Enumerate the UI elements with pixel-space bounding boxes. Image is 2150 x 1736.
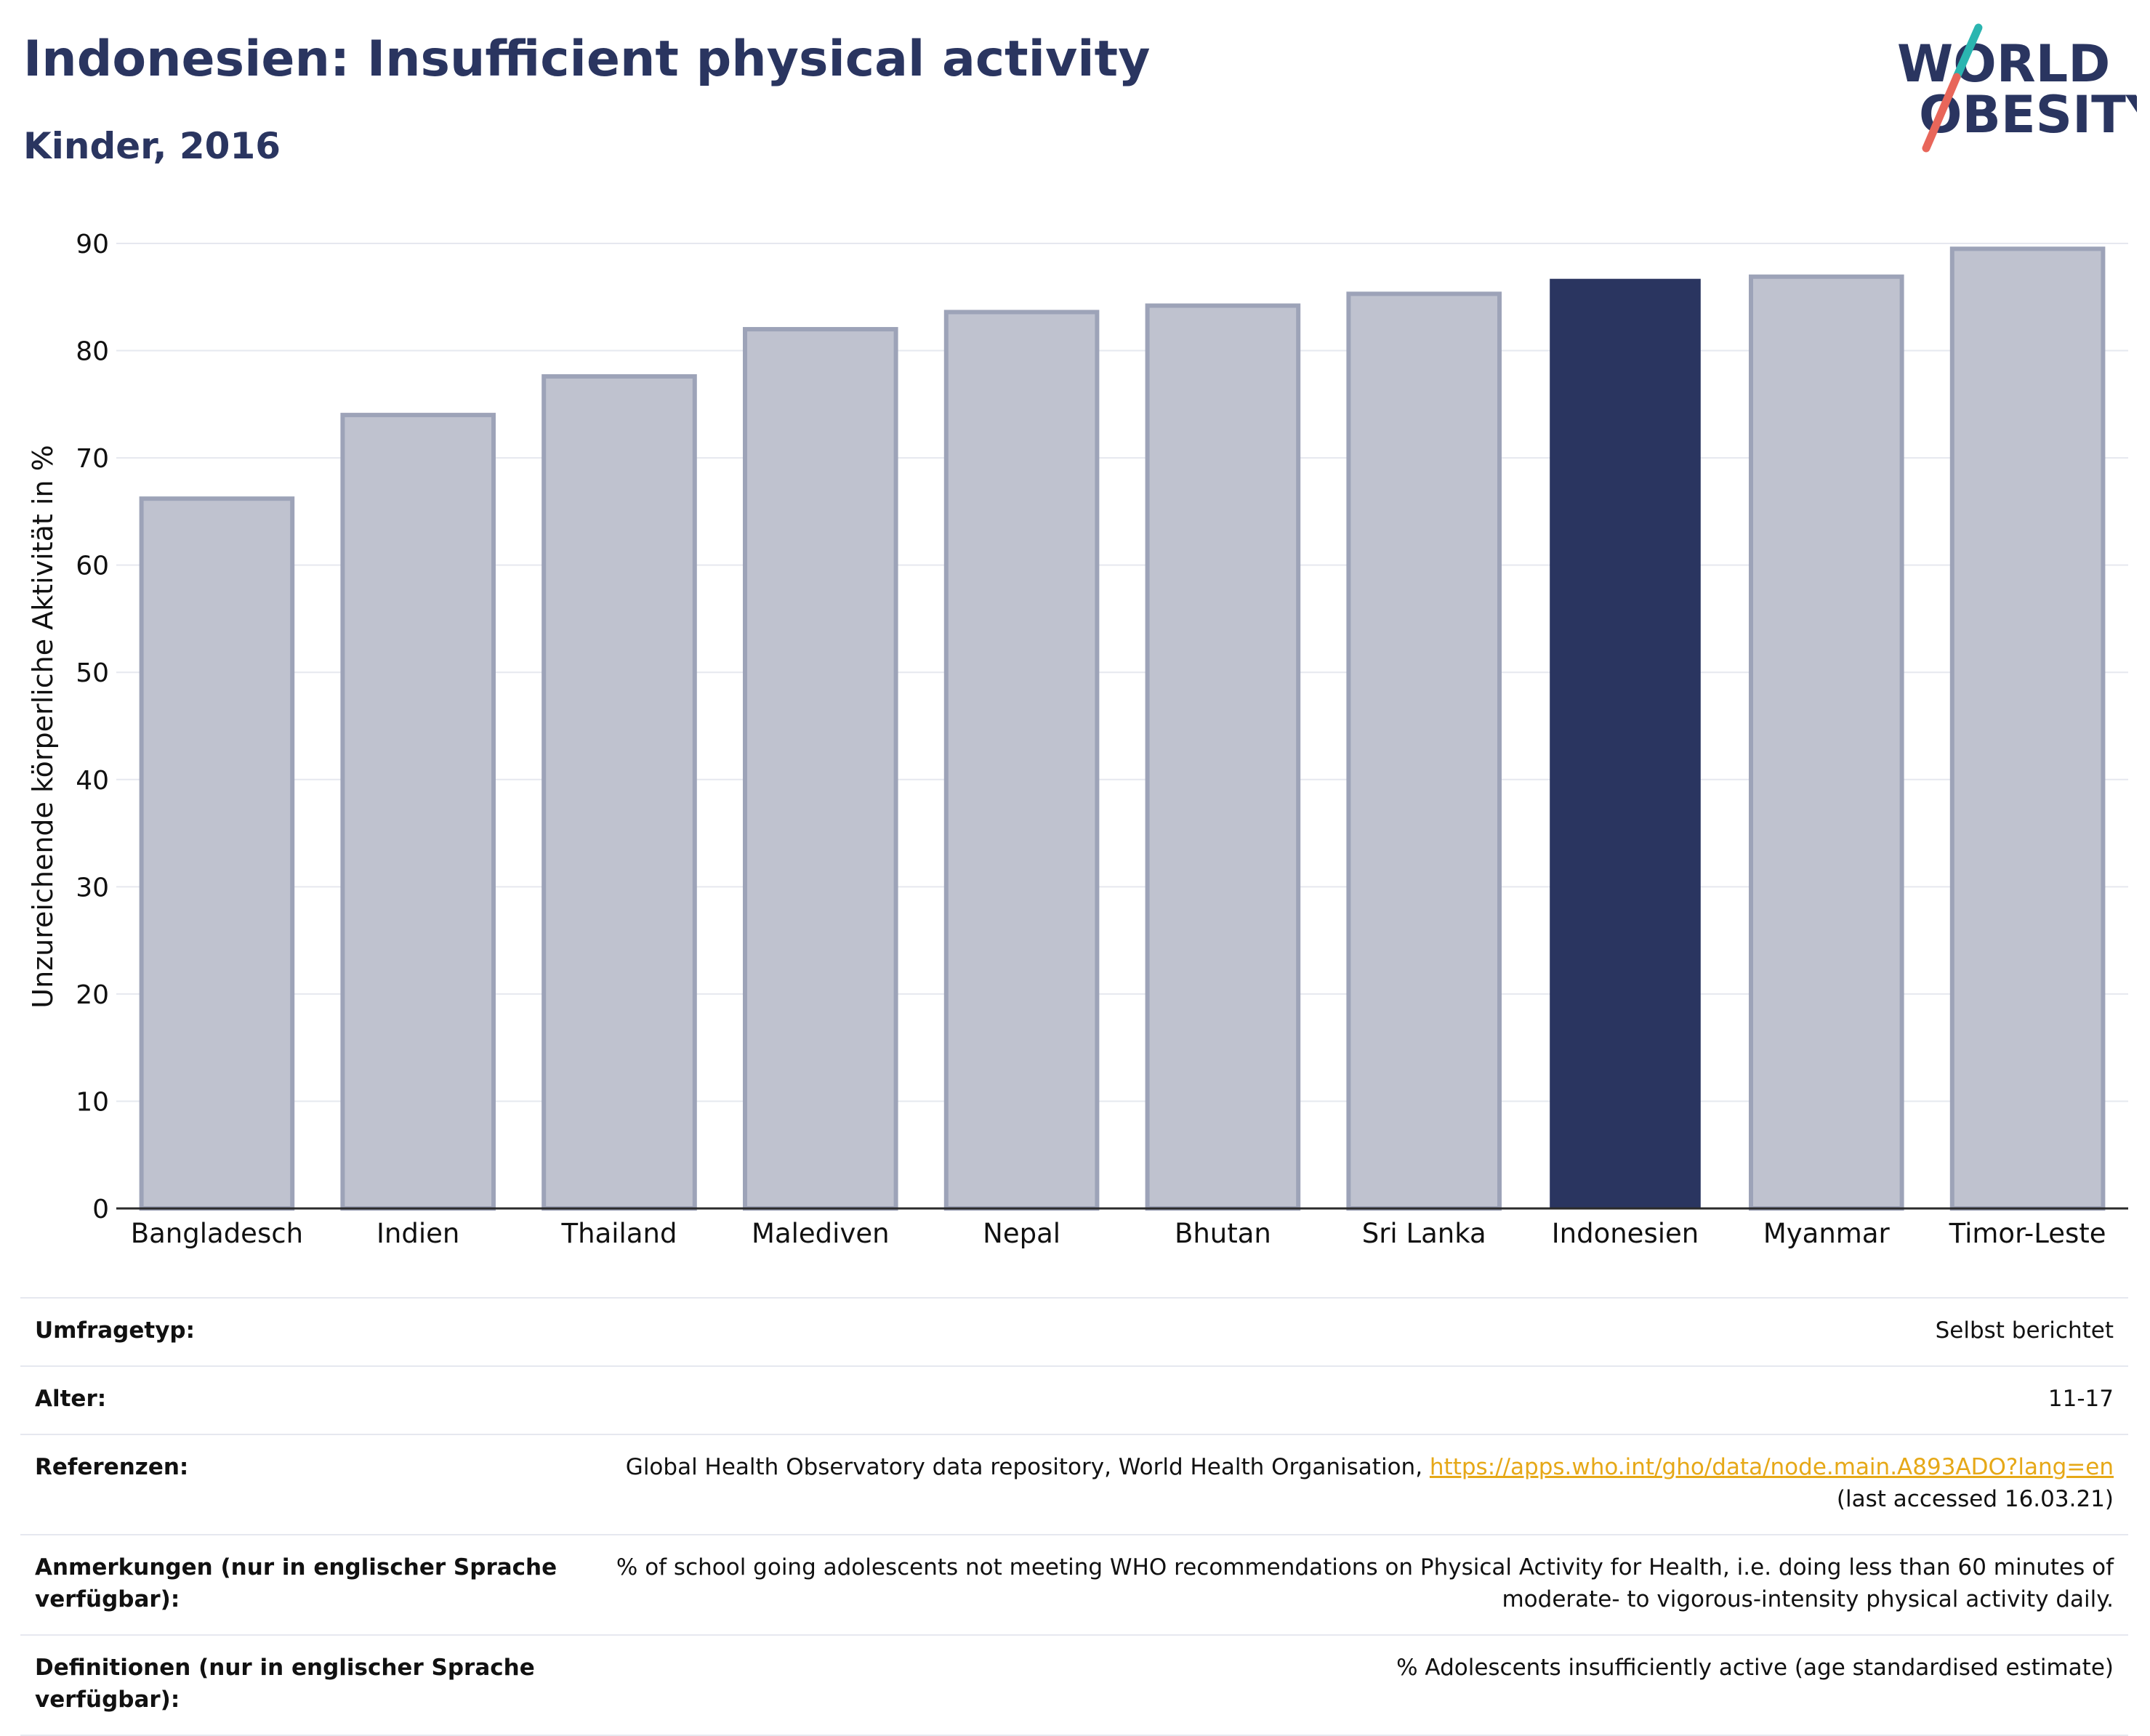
y-tick-label: 60 — [76, 552, 109, 581]
x-tick-label: Timor-Leste — [1949, 1218, 2106, 1249]
logo-line2: OBESITY — [1919, 85, 2137, 145]
x-tick-label: Bangladesch — [131, 1218, 303, 1249]
x-tick-label: Nepal — [983, 1218, 1060, 1249]
info-table: Umfragetyp: Selbst berichtet Alter: 11-1… — [20, 1297, 2128, 1736]
y-axis-label: Unzureichende körperliche Aktivität in % — [27, 445, 59, 1008]
y-tick-label: 70 — [76, 444, 109, 474]
info-value: % of school going adolescents not meetin… — [587, 1551, 2114, 1615]
y-tick-label: 90 — [76, 230, 109, 259]
reference-accessed: (last accessed 16.03.21) — [1836, 1486, 2114, 1512]
logo-slash-red — [1922, 73, 1961, 153]
bar-bangladesch — [139, 496, 295, 1211]
world-obesity-logo: WORLD OBESITY — [1897, 23, 2137, 153]
x-tick-label: Bhutan — [1175, 1218, 1271, 1249]
bar-myanmar — [1749, 274, 1904, 1211]
notes-line1: % of school going adolescents not meetin… — [616, 1554, 2114, 1580]
reference-link[interactable]: https://apps.who.int/gho/data/node.main.… — [1429, 1454, 2114, 1480]
chart-title: Indonesien: Insufficient physical activi… — [23, 31, 1151, 88]
bar-indien — [340, 413, 496, 1211]
info-label: Anmerkungen (nur in englischer Sprache v… — [35, 1554, 557, 1612]
logo-slash-teal — [1952, 23, 1983, 81]
info-label: Referenzen: — [35, 1454, 189, 1480]
info-value: % Adolescents insufficiently active (age… — [1396, 1655, 2114, 1681]
info-label: Definitionen (nur in englischer Sprache … — [35, 1655, 535, 1713]
chart-subtitle: Kinder, 2016 — [23, 125, 281, 167]
info-value: 11-17 — [2048, 1386, 2114, 1412]
logo-line1: WORLD — [1897, 34, 2110, 94]
info-row-definitions: Definitionen (nur in englischer Sprache … — [20, 1634, 2128, 1736]
info-row-references: Referenzen: Global Health Observatory da… — [20, 1434, 2128, 1534]
x-tick-label: Indonesien — [1552, 1218, 1699, 1249]
y-tick-label: 80 — [76, 337, 109, 367]
bars — [139, 246, 2106, 1211]
bar-timor-leste — [1949, 246, 2106, 1211]
x-tick-labels: Bangladesch Indien Thailand Malediven Nepal B… — [131, 1218, 2106, 1249]
bar-thailand — [541, 374, 697, 1211]
y-tick-label: 40 — [76, 766, 109, 796]
bar-chart: 0 10 20 30 40 50 60 70 80 90 Bangladesch Indien Tha… — [27, 230, 2128, 1249]
reference-text: Global Health Observatory data repositor… — [625, 1454, 1430, 1480]
info-row-notes: Anmerkungen (nur in englischer Sprache v… — [20, 1534, 2128, 1634]
x-tick-label: Indien — [377, 1218, 459, 1249]
bar-nepal — [943, 310, 1100, 1211]
info-label: Alter: — [35, 1386, 107, 1412]
info-value: Selbst berichtet — [1935, 1317, 2114, 1344]
info-row-age: Alter: 11-17 — [20, 1365, 2128, 1434]
info-label: Umfragetyp: — [35, 1317, 195, 1344]
notes-line2: moderate- to vigorous-intensity physical… — [1502, 1586, 2114, 1612]
y-tick-label: 20 — [76, 980, 109, 1010]
x-tick-label: Myanmar — [1763, 1218, 1891, 1249]
info-row-survey-type: Umfragetyp: Selbst berichtet — [20, 1297, 2128, 1365]
y-tick-labels: 0 10 20 30 40 50 60 70 80 90 — [76, 230, 109, 1224]
x-tick-label: Malediven — [752, 1218, 890, 1249]
y-tick-label: 0 — [92, 1195, 109, 1224]
bar-malediven — [743, 327, 898, 1211]
x-tick-label: Thailand — [561, 1218, 677, 1249]
bar-sri-lanka — [1346, 291, 1502, 1211]
y-tick-label: 30 — [76, 873, 109, 903]
y-tick-label: 50 — [76, 658, 109, 688]
x-tick-label: Sri Lanka — [1362, 1218, 1486, 1249]
bar-indonesien — [1550, 278, 1701, 1208]
bar-bhutan — [1145, 303, 1301, 1211]
info-value: Global Health Observatory data repositor… — [587, 1451, 2114, 1515]
y-tick-label: 10 — [76, 1087, 109, 1117]
